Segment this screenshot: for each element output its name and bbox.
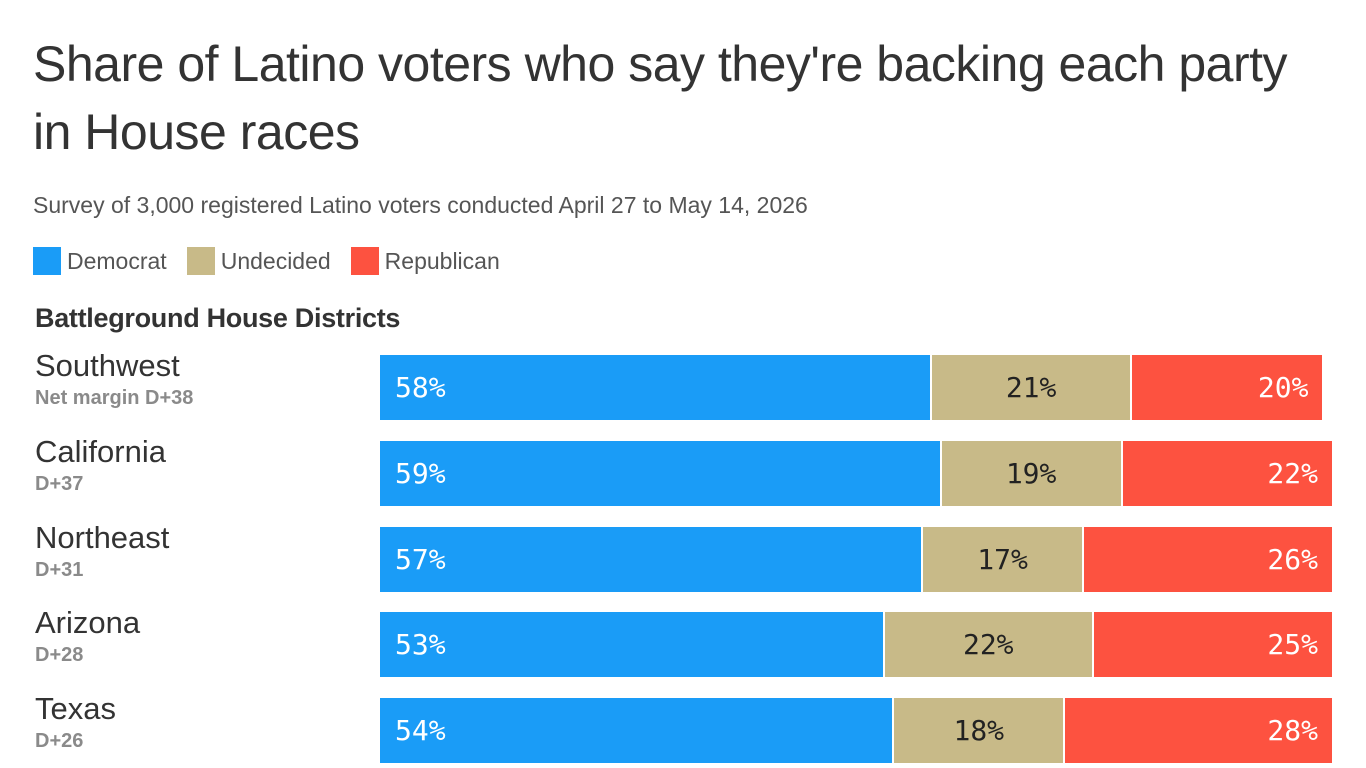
bar-segment-undecided: 19% [941,440,1121,506]
row-label-california: California D+37 [35,433,166,497]
data-label-republican: 22% [1267,456,1318,490]
net-margin-label: D+28 [35,644,84,667]
bar-segment-undecided: 22% [884,612,1092,678]
bar-segment-republican: 26% [1084,526,1332,592]
data-label-democrat: 54% [395,714,446,747]
row-label-southwest: Southwest Net margin D+38 [35,349,193,411]
legend-swatch-undecided [186,247,215,275]
net-margin-label: D+31 [35,558,84,581]
legend-item-undecided: Undecided [186,247,331,275]
legend-label-undecided: Undecided [220,247,331,274]
net-margin-label: D+37 [35,472,84,495]
bar-segment-democrat: 59% [380,440,940,506]
bar-segment-democrat: 54% [380,698,893,763]
category-label: Southwest [35,348,180,383]
bar-segment-republican: 25% [1094,612,1332,678]
chart-title: Share of Latino voters who say they're b… [33,36,1288,160]
bar-segment-democrat: 57% [380,526,921,592]
bar-segment-republican: 28% [1065,698,1332,763]
category-label: Texas [35,691,116,726]
data-label-democrat: 53% [395,628,446,662]
bar-segment-democrat: 53% [380,612,883,678]
data-label-democrat: 58% [395,371,446,404]
data-label-undecided: 19% [1005,456,1057,490]
data-label-democrat: 57% [395,542,446,576]
data-label-undecided: 21% [1005,371,1057,404]
data-label-republican: 25% [1267,628,1318,662]
category-label: Northeast [35,519,170,555]
bar-segment-democrat: 58% [380,355,931,420]
data-label-undecided: 18% [953,714,1005,747]
data-label-republican: 26% [1267,542,1318,576]
bar-segment-undecided: 21% [932,355,1131,420]
bar-segment-republican: 20% [1132,355,1323,420]
data-label-republican: 20% [1257,371,1309,404]
bar-segment-undecided: 17% [922,526,1083,592]
row-label-arizona: Arizona D+28 [35,606,140,668]
legend-label-republican: Republican [384,247,500,274]
legend-label-democrat: Democrat [67,247,167,274]
category-label: Arizona [35,605,141,641]
net-margin-label: D+26 [35,730,84,752]
net-margin-label: Net margin D+38 [35,387,194,409]
data-label-undecided: 22% [962,628,1014,662]
legend-swatch-republican [350,247,379,275]
data-label-undecided: 17% [977,542,1028,576]
chart-subtitle: Survey of 3,000 registered Latino voters… [33,192,808,218]
category-label: California [35,433,166,469]
data-label-republican: 28% [1267,714,1318,747]
bar-segment-republican: 22% [1122,440,1332,506]
chart-legend: Democrat Undecided Republican [33,247,520,275]
data-label-democrat: 59% [395,456,446,490]
legend-swatch-democrat [33,247,61,275]
legend-item-democrat: Democrat [33,247,167,275]
row-label-northeast: Northeast D+31 [35,519,170,583]
section-heading: Battleground House Districts [35,303,401,333]
legend-item-republican: Republican [350,247,500,275]
bar-segment-undecided: 18% [894,698,1064,763]
row-label-texas: Texas D+26 [35,692,116,754]
